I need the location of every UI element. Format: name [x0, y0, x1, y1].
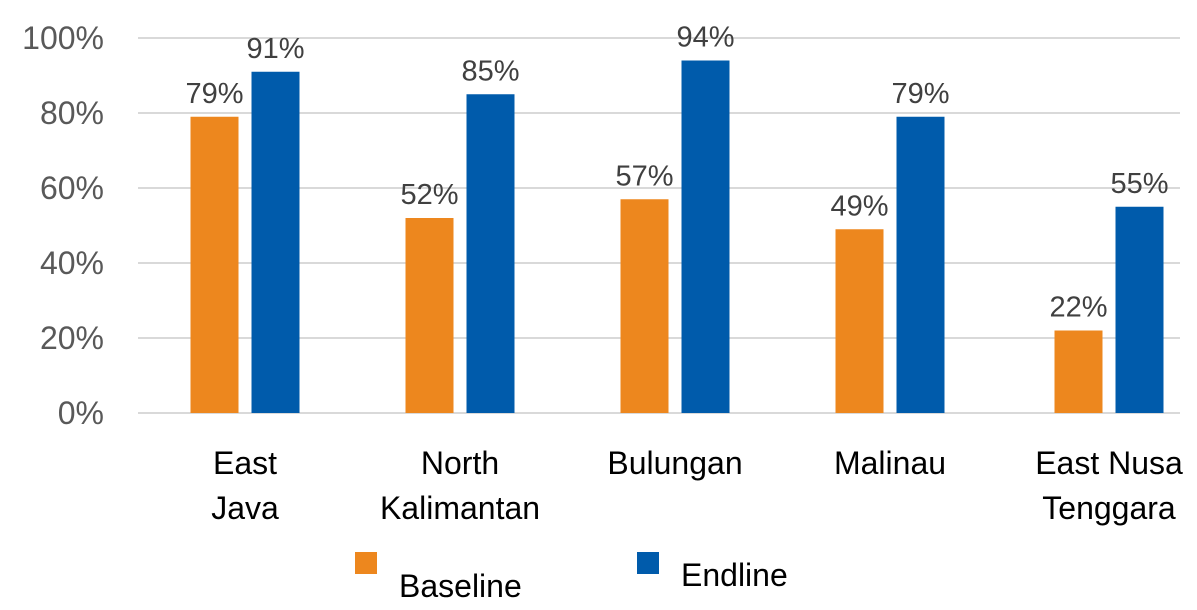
category-label: Malinau [834, 445, 946, 481]
category-label: Tenggara [1042, 490, 1176, 526]
category-label: Java [211, 490, 279, 526]
y-tick-label: 60% [40, 170, 104, 206]
baseline-bar [620, 199, 669, 413]
endline-data-label: 79% [891, 78, 949, 110]
endline-data-label: 94% [676, 22, 734, 54]
bars [190, 60, 1164, 413]
legend: Baseline Endline [355, 552, 788, 604]
endline-bar [896, 116, 945, 413]
endline-bar [466, 94, 515, 413]
endline-bar [1115, 206, 1164, 413]
category-label: East Nusa [1035, 445, 1183, 481]
category-labels: East Java North Kalimantan Bulungan Malinau Ea… [211, 445, 1183, 526]
category-label: East [213, 445, 277, 481]
y-axis-ticks: 0% 20% 40% 60% 80% 100% [22, 20, 104, 431]
baseline-bar [835, 229, 884, 413]
baseline-data-label: 57% [615, 160, 673, 192]
endline-bar [681, 60, 730, 413]
endline-data-label: 55% [1110, 168, 1168, 200]
y-tick-label: 0% [58, 395, 104, 431]
legend-swatch-baseline [355, 552, 377, 574]
endline-bar [251, 71, 300, 413]
baseline-bar [190, 116, 239, 413]
baseline-bar [405, 218, 454, 413]
y-tick-label: 40% [40, 245, 104, 281]
baseline-data-label: 79% [185, 78, 243, 110]
category-label: Kalimantan [380, 490, 540, 526]
legend-swatch-endline [637, 552, 659, 574]
endline-data-label: 91% [246, 33, 304, 65]
endline-data-label: 85% [461, 55, 519, 87]
legend-label-baseline: Baseline [399, 568, 522, 604]
y-tick-label: 20% [40, 320, 104, 356]
baseline-data-label: 22% [1049, 292, 1107, 324]
data-labels: 79% 52% 57% 49% 22% 91% 85% 94% 79% 55% [185, 22, 1168, 324]
baseline-data-label: 49% [830, 190, 888, 222]
legend-label-endline: Endline [681, 557, 788, 593]
baseline-data-label: 52% [400, 179, 458, 211]
y-tick-label: 80% [40, 95, 104, 131]
baseline-bar [1054, 330, 1103, 413]
category-label: Bulungan [607, 445, 742, 481]
category-label: North [421, 445, 499, 481]
y-tick-label: 100% [22, 20, 104, 56]
